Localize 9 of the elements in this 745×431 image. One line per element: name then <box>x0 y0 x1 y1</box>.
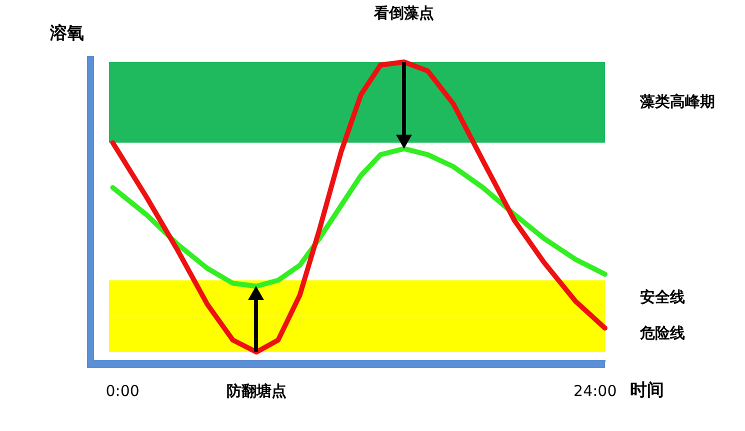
x-axis-title: 时间 <box>630 380 664 400</box>
annotation: 防翻塘点 <box>226 382 286 400</box>
annotation: 看倒藻点 <box>373 4 434 22</box>
band-label: 藻类高峰期 <box>639 92 715 110</box>
band-label: 安全线 <box>640 288 685 306</box>
x-tick-label: 24:00 <box>574 382 617 400</box>
y-axis-title: 溶氧 <box>49 23 84 44</box>
band-label: 危险线 <box>639 324 685 342</box>
x-tick-label: 0:00 <box>106 382 140 400</box>
